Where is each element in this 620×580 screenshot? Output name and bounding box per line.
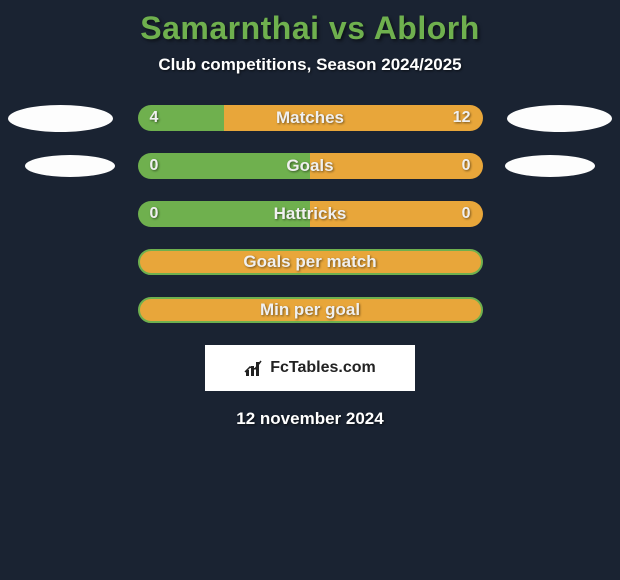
stat-value-left: 4: [150, 109, 159, 127]
page-title: Samarnthai vs Ablorh: [0, 10, 620, 47]
date-line: 12 november 2024: [0, 409, 620, 429]
player-ellipse-left: [25, 155, 115, 177]
page-subtitle: Club competitions, Season 2024/2025: [0, 55, 620, 75]
bar-fill-right: [310, 153, 483, 179]
bar-fill-right: [224, 105, 483, 131]
stat-label: Min per goal: [260, 300, 360, 320]
stat-label: Goals: [286, 156, 333, 176]
stat-row: 4 Matches 12: [0, 105, 620, 131]
stat-value-right: 12: [453, 109, 471, 127]
brand-text: FcTables.com: [270, 359, 376, 377]
brand-chart-icon: [244, 358, 264, 378]
comparison-container: Samarnthai vs Ablorh Club competitions, …: [0, 0, 620, 429]
stat-row: Min per goal: [0, 297, 620, 323]
bar-fill-left: [138, 153, 311, 179]
stat-value-left: 0: [150, 157, 159, 175]
stat-row: 0 Goals 0: [0, 153, 620, 179]
stat-value-right: 0: [462, 157, 471, 175]
stat-bar: 0 Goals 0: [138, 153, 483, 179]
stat-bar: Goals per match: [138, 249, 483, 275]
brand-box: FcTables.com: [205, 345, 415, 391]
stat-row: Goals per match: [0, 249, 620, 275]
stat-value-left: 0: [150, 205, 159, 223]
stat-rows: 4 Matches 12 0 Goals 0 0 Hattricks 0 Goals per ma…: [0, 105, 620, 323]
stat-bar: 4 Matches 12: [138, 105, 483, 131]
stat-label: Goals per match: [243, 252, 376, 272]
player-ellipse-right: [507, 105, 612, 132]
player-ellipse-right: [505, 155, 595, 177]
stat-value-right: 0: [462, 205, 471, 223]
stat-bar: Min per goal: [138, 297, 483, 323]
stat-label: Matches: [276, 108, 344, 128]
player-ellipse-left: [8, 105, 113, 132]
stat-row: 0 Hattricks 0: [0, 201, 620, 227]
stat-bar: 0 Hattricks 0: [138, 201, 483, 227]
stat-label: Hattricks: [274, 204, 347, 224]
